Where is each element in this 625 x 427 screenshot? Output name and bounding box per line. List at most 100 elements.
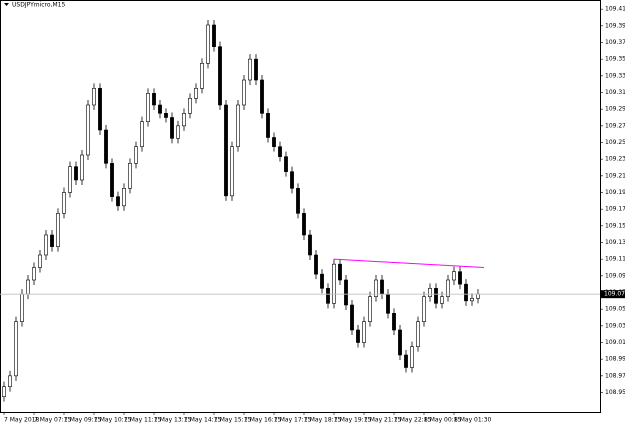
y-tick-label: 109.175: [605, 206, 625, 213]
candle-body: [206, 24, 210, 64]
candle-body: [260, 79, 264, 114]
candle-body: [134, 146, 138, 164]
price-label: 109.073: [604, 291, 625, 298]
candle-body: [374, 279, 378, 297]
plot-frame: [0, 0, 601, 413]
candle-body: [218, 46, 222, 106]
chart-title: USDJPYmicro,M15: [12, 2, 65, 9]
x-tick-label: 8 May 01:30: [454, 417, 492, 424]
y-tick-label: 109.295: [605, 106, 625, 113]
candle-body: [182, 113, 186, 127]
candle-body: [104, 129, 108, 164]
candle-body: [68, 166, 72, 193]
y-tick-label: 109.315: [605, 89, 625, 96]
candle-body: [302, 213, 306, 236]
candle-body: [188, 98, 192, 114]
y-tick-label: 109.275: [605, 122, 625, 129]
candle-body: [26, 279, 30, 295]
trendline: [333, 258, 485, 268]
y-tick-label: 109.235: [605, 156, 625, 163]
candle-body: [152, 93, 156, 106]
candle-body: [476, 293, 480, 299]
x-tick-label: 7 May 13:15: [154, 417, 192, 424]
y-tick-label: 109.255: [605, 139, 625, 146]
x-tick-label: 7 May 18:15: [304, 417, 342, 424]
candle-body: [74, 166, 78, 181]
candle-body: [176, 125, 180, 139]
x-tick-label: 7 May 09:15: [64, 417, 102, 424]
candle-body: [212, 24, 216, 47]
candle-body: [278, 146, 282, 157]
y-tick-label: 109.155: [605, 222, 625, 229]
candle-body: [422, 296, 426, 322]
candle-body: [272, 137, 276, 147]
candle-body: [308, 234, 312, 256]
candle-body: [314, 254, 318, 275]
y-tick-label: 109.135: [605, 239, 625, 246]
candle-body: [368, 296, 372, 322]
candle-body: [230, 146, 234, 197]
y-tick-label: 109.095: [605, 272, 625, 279]
x-tick-label: 7 May 07:15: [34, 417, 72, 424]
y-tick-label: 108.995: [605, 356, 625, 363]
candle-body: [464, 283, 468, 302]
y-tick-label: 109.115: [605, 256, 625, 263]
candle-body: [458, 271, 462, 285]
candle-body: [248, 58, 252, 81]
candle-body: [86, 104, 90, 156]
candle-body: [344, 279, 348, 306]
candle-body: [116, 196, 120, 207]
candle-body: [170, 117, 174, 139]
candle-body: [350, 304, 354, 331]
candle-body: [164, 113, 168, 118]
candle-body: [158, 104, 162, 114]
x-tick-label: 7 May 10:15: [94, 417, 132, 424]
y-tick-label: 109.335: [605, 72, 625, 79]
candle-body: [338, 263, 342, 281]
candle-body: [284, 156, 288, 172]
candle-body: [110, 163, 114, 197]
candle-body: [242, 79, 246, 106]
x-tick-label: 7 May 2018: [4, 417, 39, 424]
x-tick-label: 7 May 14:15: [184, 417, 222, 424]
candle-body: [38, 254, 42, 268]
candle-body: [122, 188, 126, 207]
candle-body: [290, 171, 294, 189]
candle-body: [392, 313, 396, 331]
candle-body: [14, 321, 18, 377]
candle-body: [356, 329, 360, 343]
y-tick-label: 109.395: [605, 22, 625, 29]
y-tick-label: 108.975: [605, 372, 625, 379]
candle-body: [56, 213, 60, 247]
candle-body: [296, 188, 300, 214]
x-tick-label: 7 May 17:15: [274, 417, 312, 424]
y-tick-label: 108.955: [605, 389, 625, 396]
candle-body: [146, 93, 150, 122]
candle-body: [236, 104, 240, 147]
x-tick-label: 7 May 21:15: [364, 417, 402, 424]
candle-body: [50, 234, 54, 247]
candle-body: [416, 321, 420, 347]
candle-body: [224, 104, 228, 197]
candle-body: [398, 329, 402, 356]
candle-body: [44, 234, 48, 256]
candle-body: [194, 88, 198, 99]
candle-body: [2, 386, 6, 397]
y-tick-label: 109.355: [605, 56, 625, 63]
candle-body: [80, 154, 84, 181]
candle-body: [140, 121, 144, 147]
y-tick-label: 109.415: [605, 6, 625, 13]
candle-body: [434, 288, 438, 304]
symbol-icon: [4, 3, 9, 6]
candle-body: [410, 346, 414, 368]
candle-body: [200, 63, 204, 89]
candle-body: [446, 279, 450, 297]
candle-body: [380, 279, 384, 295]
candle-body: [320, 273, 324, 289]
y-tick-label: 109.195: [605, 189, 625, 196]
y-tick-label: 109.015: [605, 339, 625, 346]
x-tick-label: 7 May 22:15: [394, 417, 432, 424]
x-tick-label: 7 May 19:15: [334, 417, 372, 424]
candle-body: [92, 88, 96, 106]
